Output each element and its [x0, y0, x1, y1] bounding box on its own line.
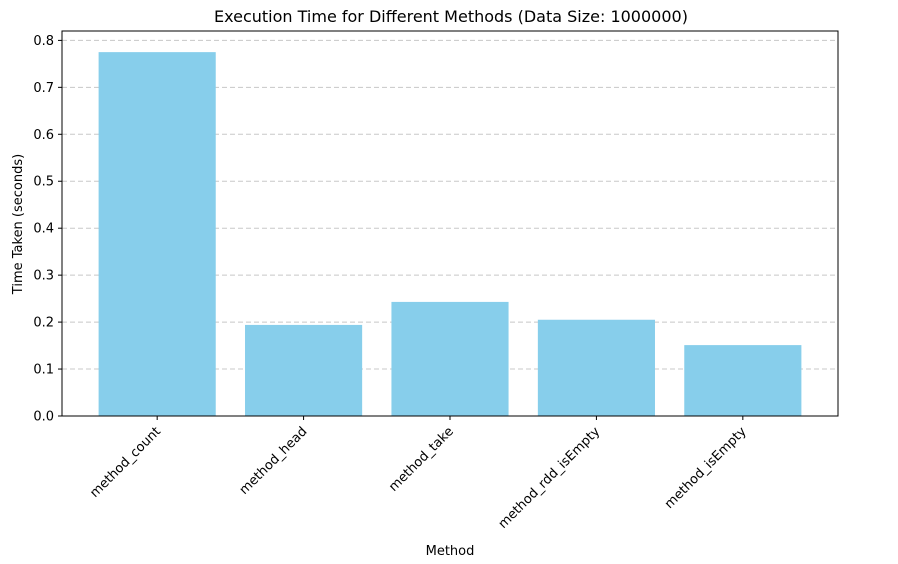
y-tick-label: 0.6	[33, 128, 54, 143]
bar-method_head	[245, 324, 363, 416]
x-tick-label: method_isEmpty	[662, 424, 750, 512]
y-axis: 0.0 0.1 0.2 0.3 0.4 0.5 0.6 0.7 0.8	[33, 34, 62, 425]
y-axis-label: Time Taken (seconds)	[11, 154, 26, 295]
x-tick-label: method_head	[237, 424, 311, 498]
y-tick-label: 0.3	[33, 269, 54, 284]
bar-method_take	[391, 301, 509, 416]
y-tick-label: 0.0	[33, 410, 54, 425]
y-tick-label: 0.2	[33, 316, 54, 331]
chart-title: Execution Time for Different Methods (Da…	[214, 7, 688, 26]
bar-method_count	[98, 52, 216, 416]
y-tick-label: 0.4	[33, 222, 54, 237]
x-axis-label: Method	[426, 544, 475, 559]
bars	[98, 52, 802, 416]
y-tick-label: 0.5	[33, 175, 54, 190]
y-tick-label: 0.1	[33, 363, 54, 378]
bar-method_rdd_isEmpty	[537, 319, 655, 416]
y-tick-label: 0.8	[33, 34, 54, 49]
y-tick-label: 0.7	[33, 81, 54, 96]
x-tick-label: method_take	[386, 424, 457, 495]
x-tick-label: method_count	[87, 424, 164, 501]
x-tick-label: method_rdd_isEmpty	[496, 424, 604, 532]
bar-method_isEmpty	[684, 345, 802, 416]
x-axis: method_count method_head method_take method…	[87, 416, 750, 532]
